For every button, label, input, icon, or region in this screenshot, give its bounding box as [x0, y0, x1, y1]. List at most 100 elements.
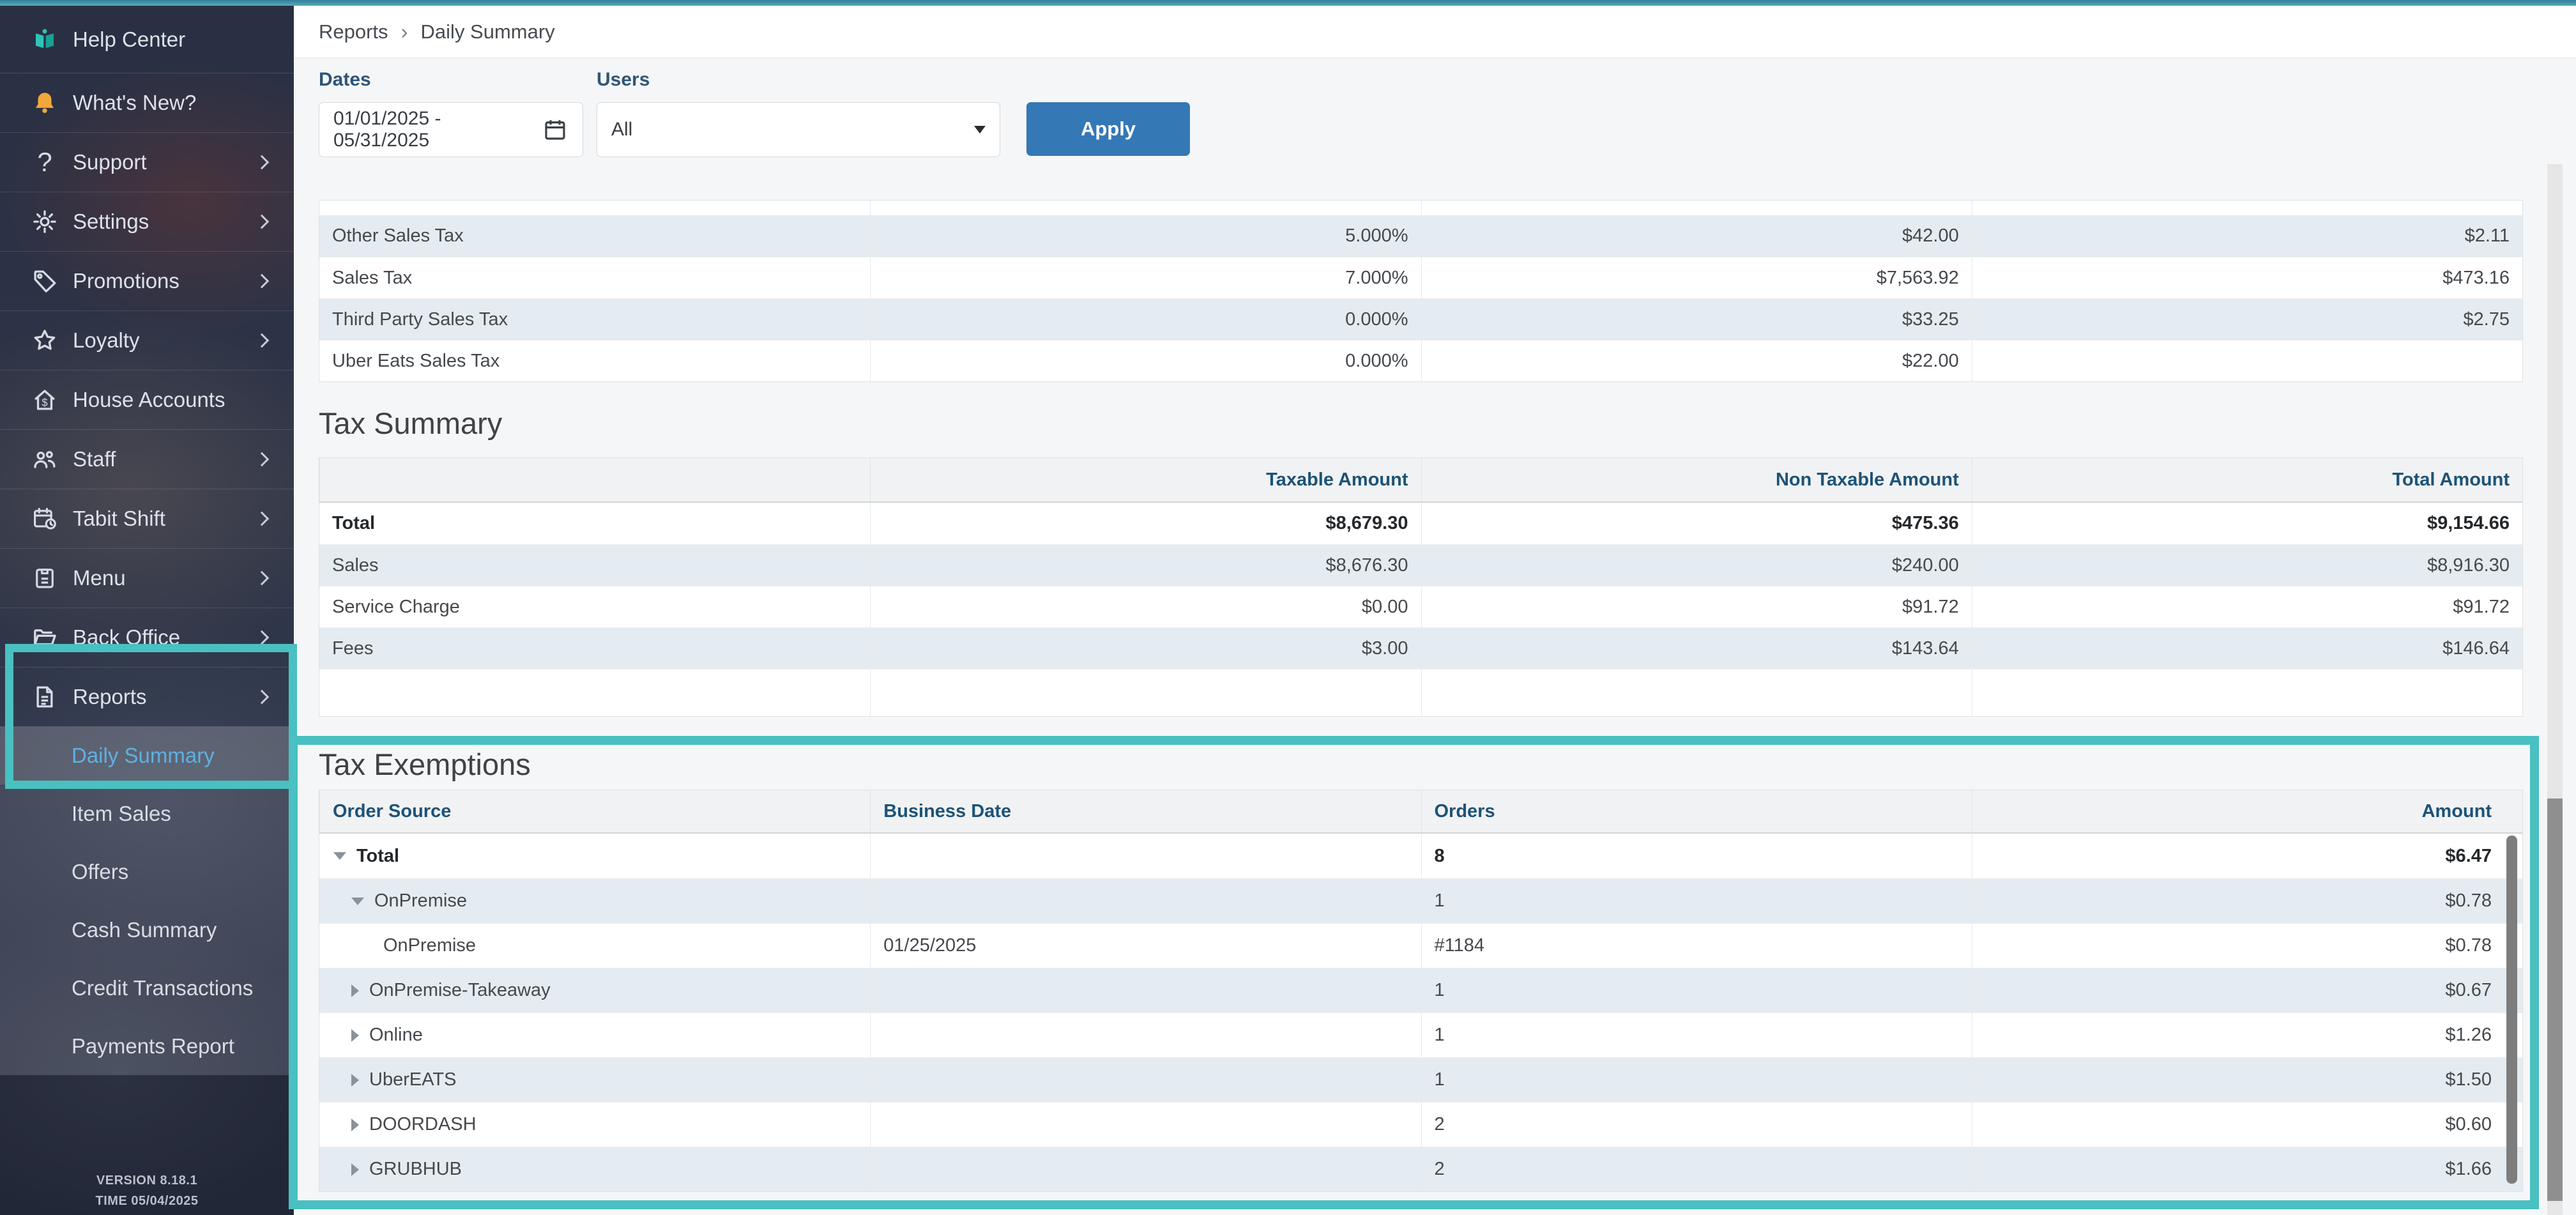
sidebar-item-label: Help Center — [73, 27, 186, 51]
sidebar-item-loyalty[interactable]: Loyalty — [0, 310, 294, 370]
tax-exemptions-header-row: Order Source Business Date Orders Amount — [319, 790, 2522, 834]
chevron-right-icon — [254, 630, 270, 645]
expand-toggle-icon[interactable] — [351, 1163, 359, 1176]
page-scrollbar-thumb[interactable] — [2547, 799, 2563, 1201]
table-row: Third Party Sales Tax 0.000% $33.25 $2.75 — [319, 298, 2522, 340]
sidebar-subitem-daily-summary[interactable]: Daily Summary — [0, 726, 294, 784]
tax-summary-header-row: Taxable Amount Non Taxable Amount Total Am… — [319, 458, 2522, 503]
expand-toggle-icon[interactable] — [351, 984, 359, 997]
breadcrumb-parent[interactable]: Reports — [319, 20, 388, 43]
table-cell: Service Charge — [332, 596, 460, 617]
chevron-right-icon — [254, 452, 270, 467]
table-cell: Total — [332, 513, 376, 533]
table-cell: $7,563.92 — [1421, 257, 1972, 298]
table-row: Uber Eats Sales Tax 0.000% $22.00 — [319, 340, 2522, 381]
table-cell: Uber Eats Sales Tax — [332, 350, 500, 371]
sidebar-item-menu[interactable]: Menu — [0, 548, 294, 608]
sidebar-subitem-cash-summary[interactable]: Cash Summary — [0, 901, 294, 959]
column-header[interactable]: Non Taxable Amount — [1421, 458, 1972, 501]
sidebar-item-label: Settings — [73, 210, 149, 233]
chevron-right-icon — [254, 333, 270, 348]
table-cell — [1421, 669, 1972, 716]
apply-button[interactable]: Apply — [1026, 102, 1190, 156]
table-row: Online 1 $1.26 — [319, 1012, 2522, 1057]
sidebar-reports-submenu: Daily Summary Item Sales Offers Cash Summar… — [0, 726, 294, 1075]
sidebar-subitem-payments-report[interactable]: Payments Report — [0, 1017, 294, 1075]
table-row-partial — [319, 201, 2522, 215]
table-cell: $91.72 — [1971, 586, 2522, 627]
users-select[interactable]: All — [597, 102, 1000, 157]
sidebar-item-label: House Accounts — [73, 388, 225, 411]
breadcrumb-separator-icon: › — [400, 19, 408, 43]
table-row-empty — [319, 669, 2522, 716]
table-cell: 0.000% — [870, 299, 1421, 340]
calendar-clock-icon — [31, 505, 59, 533]
collapse-toggle-icon[interactable] — [333, 852, 346, 860]
amount-cell: $1.26 — [1971, 1013, 2522, 1057]
table-row: UberEATS 1 $1.50 — [319, 1057, 2522, 1102]
table-cell: $240.00 — [1421, 545, 1972, 586]
tax-summary-table: Taxable Amount Non Taxable Amount Total Am… — [319, 457, 2523, 717]
sidebar-item-tabit-shift[interactable]: Tabit Shift — [0, 489, 294, 548]
table-cell: $8,676.30 — [870, 545, 1421, 586]
order-source-label: OnPremise — [374, 890, 468, 911]
amount-cell: $1.66 — [1971, 1147, 2522, 1191]
amount-cell: $0.78 — [1971, 879, 2522, 923]
sidebar-item-support[interactable]: ? Support — [0, 132, 294, 192]
business-date-cell — [870, 879, 1421, 923]
sidebar-item-reports[interactable]: Reports — [0, 667, 294, 726]
table-scrollbar-thumb[interactable] — [2506, 836, 2517, 1184]
sidebar-item-settings[interactable]: Settings — [0, 192, 294, 251]
table-row: Fees $3.00 $143.64 $146.64 — [319, 627, 2522, 669]
column-header[interactable]: Business Date — [870, 790, 1421, 832]
business-date-cell — [870, 1058, 1421, 1102]
expand-toggle-icon[interactable] — [351, 1028, 359, 1042]
bell-icon — [31, 89, 59, 117]
table-row: OnPremise 01/25/2025 #1184 $0.78 — [319, 923, 2522, 968]
tax-exemptions-body: Total 8 $6.47 OnPremise 1 $0.78 OnPremise 01/25… — [319, 834, 2522, 1191]
calendar-icon[interactable] — [542, 116, 568, 143]
column-header[interactable]: Order Source — [319, 790, 870, 832]
menu-board-icon — [31, 564, 59, 592]
table-row: DOORDASH 2 $0.60 — [319, 1102, 2522, 1147]
sidebar-subitem-offers[interactable]: Offers — [0, 843, 294, 901]
orders-cell: 1 — [1421, 1058, 1972, 1102]
tax-exemptions-table: Order Source Business Date Orders Amount To… — [319, 790, 2523, 1192]
sidebar-subitem-label: Item Sales — [72, 801, 171, 825]
sidebar-item-label: Reports — [73, 685, 147, 708]
app-version-text: VERSION 8.18.1 — [96, 1173, 198, 1188]
column-header[interactable]: Taxable Amount — [870, 458, 1421, 501]
sidebar-item-promotions[interactable]: Promotions — [0, 251, 294, 310]
sidebar-subitem-item-sales[interactable]: Item Sales — [0, 784, 294, 843]
sidebar-item-staff[interactable]: Staff — [0, 429, 294, 489]
page-scrollbar-track[interactable] — [2547, 164, 2563, 1215]
table-cell: $8,916.30 — [1971, 545, 2522, 586]
collapse-toggle-icon[interactable] — [351, 897, 364, 905]
table-cell: Third Party Sales Tax — [332, 309, 508, 330]
column-header[interactable]: Amount — [1971, 790, 2522, 832]
table-cell: $2.11 — [1971, 215, 2522, 257]
sidebar-item-what-s-new[interactable]: What's New? — [0, 73, 294, 132]
help-book-icon — [31, 26, 59, 54]
expand-toggle-icon[interactable] — [351, 1073, 359, 1087]
order-source-cell: GRUBHUB — [319, 1147, 870, 1191]
column-header[interactable]: Orders — [1421, 790, 1972, 832]
sidebar-item-label: Loyalty — [73, 328, 140, 352]
sidebar-item-label: Menu — [73, 566, 126, 590]
expand-toggle-icon[interactable] — [351, 1118, 359, 1131]
table-cell — [1971, 340, 2522, 381]
sidebar-item-back-office[interactable]: Back Office — [0, 608, 294, 667]
amount-cell: $0.78 — [1971, 924, 2522, 968]
table-row: Total 8 $6.47 — [319, 834, 2522, 878]
order-source-label: DOORDASH — [369, 1114, 476, 1135]
sidebar-item-house-accounts[interactable]: $ House Accounts — [0, 370, 294, 429]
order-source-label: Total — [356, 845, 400, 866]
table-row: GRUBHUB 2 $1.66 — [319, 1147, 2522, 1191]
column-header[interactable] — [319, 458, 870, 501]
sidebar-subitem-credit-transactions[interactable]: Credit Transactions — [0, 959, 294, 1017]
date-range-input[interactable]: 01/01/2025 - 05/31/2025 — [319, 102, 583, 157]
star-icon — [31, 326, 59, 355]
table-row: Sales Tax 7.000% $7,563.92 $473.16 — [319, 257, 2522, 298]
column-header[interactable]: Total Amount — [1971, 458, 2522, 501]
sidebar-item-help-center[interactable]: Help Center — [0, 6, 294, 73]
